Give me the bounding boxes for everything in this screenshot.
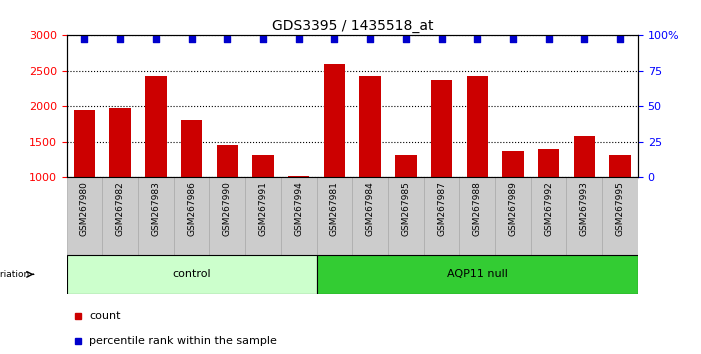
Bar: [281, 177, 317, 255]
Bar: [217, 145, 238, 177]
Bar: [67, 177, 102, 255]
Text: GSM267992: GSM267992: [544, 181, 553, 236]
Bar: [395, 155, 416, 177]
Text: GSM267993: GSM267993: [580, 181, 589, 236]
Text: control: control: [172, 269, 211, 279]
Title: GDS3395 / 1435518_at: GDS3395 / 1435518_at: [271, 19, 433, 33]
Text: GSM267983: GSM267983: [151, 181, 161, 236]
Text: GSM267982: GSM267982: [116, 181, 125, 236]
Bar: [360, 76, 381, 177]
Point: [329, 36, 340, 42]
Bar: [145, 76, 167, 177]
Text: GSM267995: GSM267995: [615, 181, 625, 236]
Bar: [102, 177, 138, 255]
Text: count: count: [90, 311, 121, 321]
Bar: [609, 155, 631, 177]
Point: [579, 36, 590, 42]
Bar: [466, 76, 488, 177]
Bar: [138, 177, 174, 255]
Text: GSM267991: GSM267991: [259, 181, 268, 236]
Bar: [317, 255, 638, 294]
Bar: [67, 255, 317, 294]
Text: GSM267984: GSM267984: [366, 181, 374, 236]
Bar: [573, 136, 595, 177]
Bar: [531, 177, 566, 255]
Text: GSM267994: GSM267994: [294, 181, 304, 236]
Text: GSM267981: GSM267981: [330, 181, 339, 236]
Point: [222, 36, 233, 42]
Bar: [352, 177, 388, 255]
Bar: [495, 177, 531, 255]
Bar: [324, 64, 345, 177]
Text: GSM267988: GSM267988: [472, 181, 482, 236]
Bar: [538, 149, 559, 177]
Bar: [109, 108, 131, 177]
Point: [150, 36, 161, 42]
Bar: [317, 177, 352, 255]
Point: [365, 36, 376, 42]
Bar: [459, 177, 495, 255]
Bar: [388, 177, 423, 255]
Point: [472, 36, 483, 42]
Bar: [174, 177, 210, 255]
Bar: [423, 177, 459, 255]
Text: GSM267989: GSM267989: [508, 181, 517, 236]
Point: [400, 36, 411, 42]
Text: GSM267987: GSM267987: [437, 181, 446, 236]
Bar: [210, 177, 245, 255]
Bar: [252, 155, 273, 177]
Bar: [602, 177, 638, 255]
Point: [186, 36, 197, 42]
Bar: [566, 177, 602, 255]
Point: [615, 36, 626, 42]
Text: GSM267986: GSM267986: [187, 181, 196, 236]
Text: GSM267980: GSM267980: [80, 181, 89, 236]
Text: AQP11 null: AQP11 null: [447, 269, 508, 279]
Bar: [245, 177, 281, 255]
Text: GSM267985: GSM267985: [401, 181, 410, 236]
Bar: [74, 110, 95, 177]
Bar: [431, 80, 452, 177]
Point: [114, 36, 125, 42]
Text: GSM267990: GSM267990: [223, 181, 232, 236]
Point: [436, 36, 447, 42]
Point: [508, 36, 519, 42]
Text: genotype/variation: genotype/variation: [0, 270, 30, 279]
Point: [257, 36, 268, 42]
Text: percentile rank within the sample: percentile rank within the sample: [90, 336, 278, 346]
Point: [293, 36, 304, 42]
Point: [543, 36, 554, 42]
Bar: [181, 120, 203, 177]
Bar: [502, 151, 524, 177]
Point: [79, 36, 90, 42]
Bar: [288, 176, 309, 177]
